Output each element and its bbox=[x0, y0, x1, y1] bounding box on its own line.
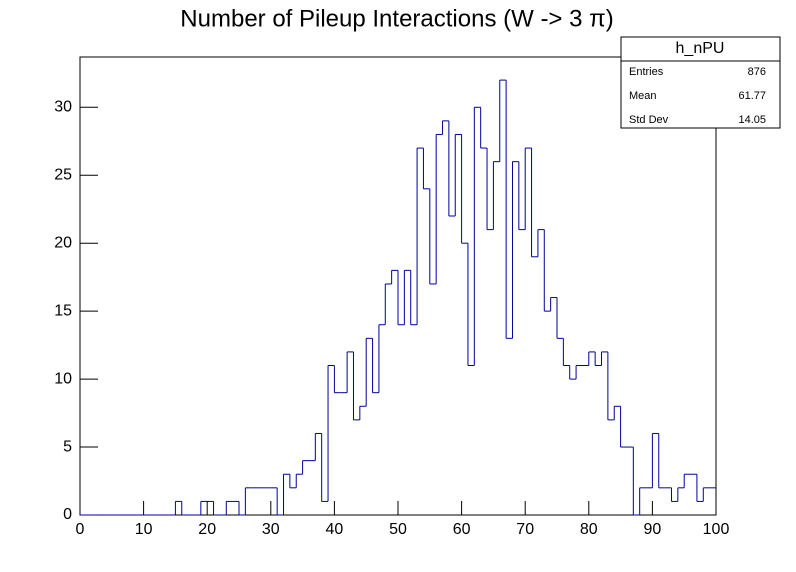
x-tick-label: 100 bbox=[703, 521, 730, 538]
x-tick-label: 70 bbox=[516, 521, 534, 538]
y-tick-label: 0 bbox=[63, 506, 72, 523]
stats-value: 14.05 bbox=[738, 114, 766, 126]
y-tick-label: 15 bbox=[54, 302, 72, 319]
stats-box bbox=[620, 36, 781, 129]
stats-value: 876 bbox=[748, 66, 766, 78]
y-tick-label: 30 bbox=[54, 99, 72, 116]
stats-label: Entries bbox=[629, 66, 664, 78]
stats-label: Mean bbox=[629, 90, 657, 102]
x-tick-label: 10 bbox=[135, 521, 153, 538]
y-tick-label: 20 bbox=[54, 234, 72, 251]
x-tick-label: 0 bbox=[76, 521, 85, 538]
x-tick-label: 60 bbox=[453, 521, 471, 538]
y-tick-label: 25 bbox=[54, 166, 72, 183]
y-tick-label: 5 bbox=[63, 438, 72, 455]
x-tick-label: 30 bbox=[262, 521, 280, 538]
y-tick-label: 10 bbox=[54, 370, 72, 387]
x-tick-label: 80 bbox=[580, 521, 598, 538]
x-tick-label: 90 bbox=[644, 521, 662, 538]
x-tick-label: 40 bbox=[326, 521, 344, 538]
stats-value: 61.77 bbox=[738, 90, 766, 102]
stats-title: h_nPU bbox=[676, 40, 725, 57]
chart-title: Number of Pileup Interactions (W -> 3 π) bbox=[180, 5, 613, 32]
x-tick-label: 20 bbox=[198, 521, 216, 538]
stats-label: Std Dev bbox=[629, 114, 669, 126]
x-tick-label: 50 bbox=[389, 521, 407, 538]
